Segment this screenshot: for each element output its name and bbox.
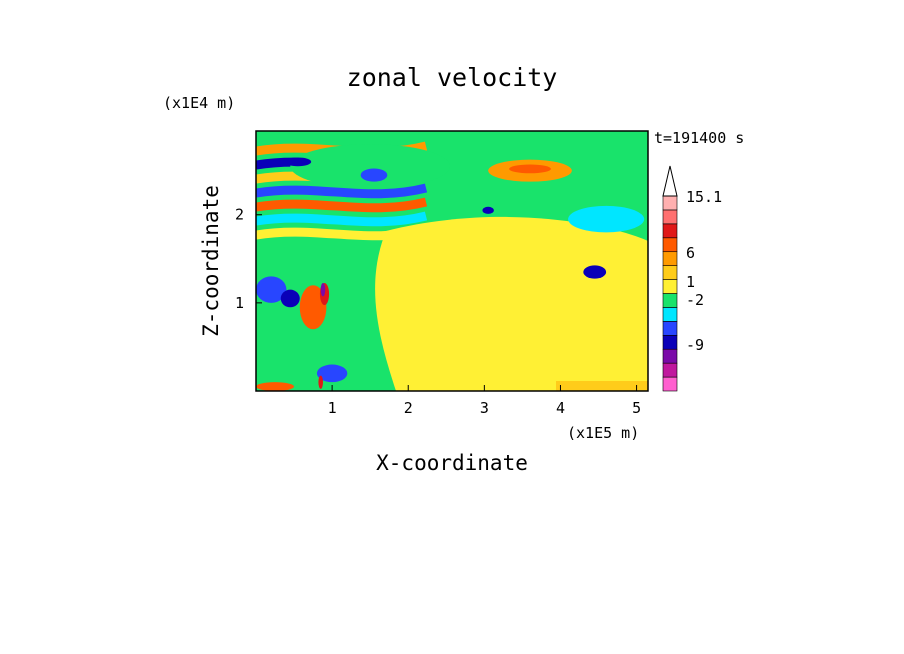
field-stripe xyxy=(256,183,428,199)
field-stripe xyxy=(256,197,428,213)
y-unit-label: (x1E4 m) xyxy=(163,94,235,112)
field-blob xyxy=(320,283,326,297)
x-axis-title: X-coordinate xyxy=(376,451,528,475)
x-tick-label: 3 xyxy=(480,399,489,417)
colorbar: 15.1 6 1-2 -9 xyxy=(662,165,722,392)
x-tick-label: 4 xyxy=(556,399,565,417)
colorbar-swatch xyxy=(662,223,678,239)
x-tick-label: 5 xyxy=(632,399,641,417)
colorbar-swatch xyxy=(662,307,678,322)
colorbar-swatch xyxy=(662,265,678,280)
colorbar-swatch xyxy=(662,251,678,266)
field-stripe xyxy=(256,225,428,241)
colorbar-swatch xyxy=(662,237,678,253)
y-tick-label: 1 xyxy=(235,294,244,312)
field-blob xyxy=(360,168,388,182)
colorbar-swatch xyxy=(662,334,678,350)
colorbar-swatch xyxy=(662,348,678,364)
colorbar-swatch xyxy=(662,279,678,294)
field-blob xyxy=(280,289,300,308)
field-blob xyxy=(316,364,348,383)
time-label: t=191400 s xyxy=(654,129,744,147)
colorbar-arrow xyxy=(662,165,678,197)
colorbar-label: -2 xyxy=(686,291,704,309)
field-blob xyxy=(509,164,551,174)
field-blob xyxy=(583,265,607,279)
x-tick-label: 1 xyxy=(328,399,337,417)
colorbar-swatch xyxy=(662,293,678,308)
y-axis: 12 xyxy=(235,206,262,312)
colorbar-swatch xyxy=(662,362,678,378)
chart-title: zonal velocity xyxy=(347,63,558,92)
colorbar-label: 15.1 xyxy=(686,188,722,206)
field-blob xyxy=(299,285,327,330)
field-blob xyxy=(256,382,295,391)
field-stripe xyxy=(256,211,428,227)
field-blob xyxy=(482,206,494,214)
field-blob xyxy=(284,157,312,167)
x-unit-label: (x1E5 m) xyxy=(567,424,639,442)
field-blob xyxy=(256,276,287,303)
field-blob xyxy=(568,205,645,233)
y-tick-label: 2 xyxy=(235,206,244,224)
field-blob xyxy=(318,375,323,389)
x-tick-label: 2 xyxy=(404,399,413,417)
colorbar-label: 1 xyxy=(686,273,695,291)
colorbar-label: 6 xyxy=(686,244,695,262)
colorbar-swatch xyxy=(662,209,678,225)
x-axis: 1 2 3 4 5 xyxy=(328,385,641,417)
field-blob xyxy=(556,381,648,391)
colorbar-swatch xyxy=(662,321,678,336)
field-blob xyxy=(290,144,451,189)
field-region xyxy=(375,216,648,391)
colorbar-swatch xyxy=(662,195,678,211)
colorbar-swatch xyxy=(662,376,678,392)
plot-frame xyxy=(255,130,649,392)
contour-plot-area xyxy=(256,131,648,391)
y-axis-title: Z-coordinate xyxy=(199,185,223,337)
colorbar-label: -9 xyxy=(686,336,704,354)
